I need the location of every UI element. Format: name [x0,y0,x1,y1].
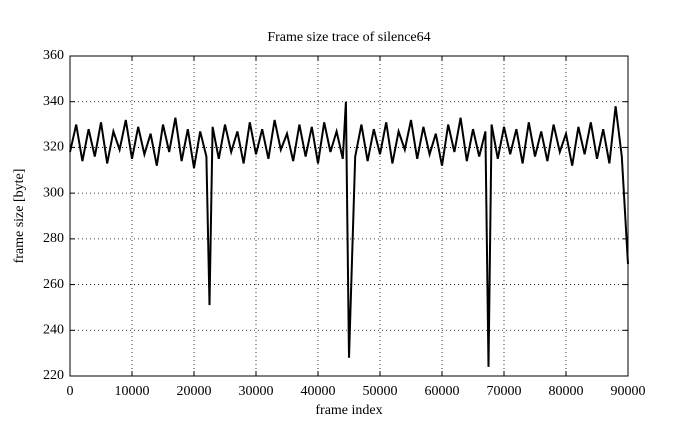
x-tick-label: 50000 [363,384,398,399]
x-tick-label: 30000 [239,384,274,399]
y-tick-label: 340 [43,94,64,109]
y-tick-label: 360 [43,48,64,63]
x-tick-label: 70000 [487,384,522,399]
y-tick-label: 220 [43,368,64,383]
x-tick-label: 60000 [425,384,460,399]
x-tick-label: 20000 [177,384,212,399]
y-tick-label: 320 [43,140,64,155]
x-tick-label: 40000 [301,384,336,399]
x-tick-label: 90000 [611,384,646,399]
y-axis-label: frame size [byte] [12,169,27,264]
y-tick-label: 300 [43,185,64,200]
x-tick-label: 0 [67,384,74,399]
chart-title: Frame size trace of silence64 [267,30,430,45]
x-axis-label: frame index [315,403,382,418]
data-line [69,101,629,367]
y-tick-label: 280 [43,231,64,246]
x-tick-label: 80000 [549,384,584,399]
y-tick-label: 240 [43,323,64,338]
x-tick-label: 10000 [115,384,150,399]
y-tick-label: 260 [43,277,64,292]
